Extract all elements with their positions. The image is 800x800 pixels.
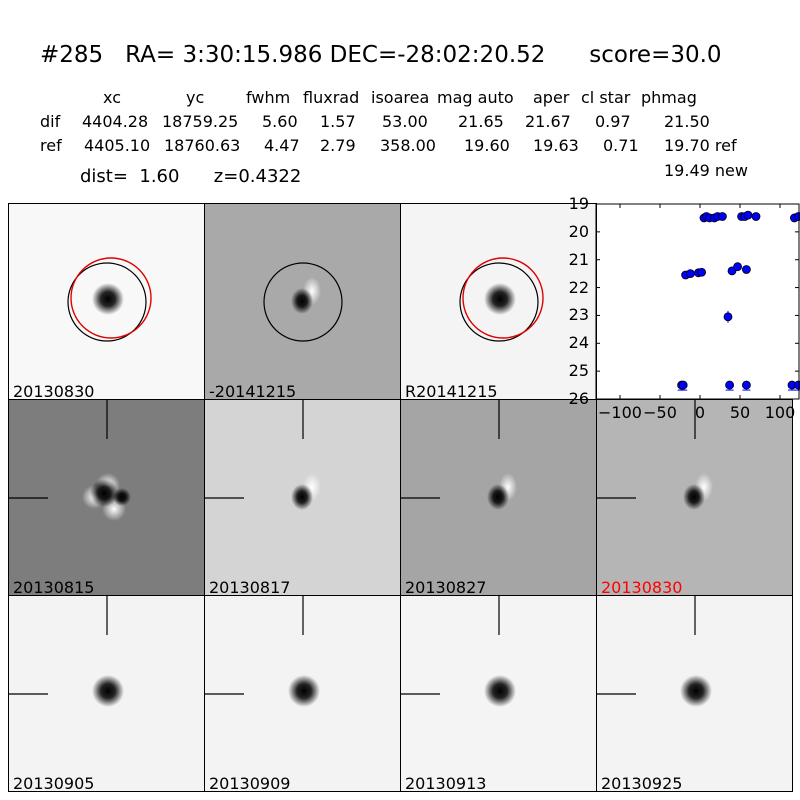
cutout-panel: 20130913 xyxy=(400,595,597,792)
table-cell: 19.63 xyxy=(533,136,579,155)
x-tick-label: −100 xyxy=(598,403,642,422)
y-tick-label: 25 xyxy=(568,361,589,381)
table-cell: 1.57 xyxy=(320,112,356,131)
page-title: #285 RA= 3:30:15.986 DEC=-28:02:20.52 sc… xyxy=(40,42,722,68)
panel-date-label: R20141215 xyxy=(405,382,498,400)
table-cell: 0.71 xyxy=(603,136,639,155)
cutout-panel: 20130830 xyxy=(8,203,205,400)
panel-date-label: 20130827 xyxy=(405,578,487,596)
dist-redshift-line: dist= 1.60 z=0.4322 xyxy=(80,166,302,187)
row-name: ref xyxy=(40,136,62,155)
panel-date-label: 20130913 xyxy=(405,774,487,792)
source-negative xyxy=(291,484,313,510)
source-blob xyxy=(92,283,124,315)
panel-date-label: 20130909 xyxy=(209,774,291,792)
plot-frame xyxy=(595,203,800,400)
x-tick-label: 0 xyxy=(694,403,706,422)
table-cell: 4405.10 xyxy=(84,136,151,155)
cutout-panel: R20141215 xyxy=(400,203,597,400)
x-tick-label: −50 xyxy=(643,403,677,422)
column-header: cl star xyxy=(581,88,631,107)
column-header: fluxrad xyxy=(303,88,360,107)
data-point xyxy=(686,269,695,279)
table-cell: 358.00 xyxy=(380,136,436,155)
cutout-panel: 20130815 xyxy=(8,399,205,596)
source-blob xyxy=(680,675,712,707)
table-cell: 21.50 xyxy=(664,112,710,131)
x-tick-label: 50 xyxy=(729,403,751,422)
column-header: xc xyxy=(103,88,121,107)
cutout-panel: 20130925 xyxy=(596,595,793,792)
cutout-panel: 20130817 xyxy=(204,399,401,596)
y-tick-label: 21 xyxy=(568,249,589,269)
cutout-panel: 20130909 xyxy=(204,595,401,792)
reference-circle xyxy=(462,257,544,339)
table-cell: 19.70 ref xyxy=(664,136,737,155)
data-point xyxy=(741,380,751,390)
column-header: isoarea xyxy=(371,88,430,107)
new-magnitude: 19.49 new xyxy=(664,161,748,180)
data-point xyxy=(751,212,761,221)
data-point xyxy=(697,267,706,277)
panel-date-label: 20130815 xyxy=(13,578,95,596)
data-point xyxy=(733,262,743,272)
panel-date-label: 20130830 xyxy=(601,578,683,596)
panel-date-label: 20130905 xyxy=(13,774,95,792)
column-header: fwhm xyxy=(246,88,291,107)
table-cell: 53.00 xyxy=(382,112,428,131)
cutout-panel: 20130827 xyxy=(400,399,597,596)
cutout-panel: 20130905 xyxy=(8,595,205,792)
panel-date-label: 20130817 xyxy=(209,578,291,596)
data-point xyxy=(678,380,688,390)
column-header: yc xyxy=(186,88,205,107)
table-cell: 4404.28 xyxy=(82,112,149,131)
data-point xyxy=(743,210,753,220)
light-curve-chart: 19 20 21 22 23 24 25 26 −100 −50 0 50 100 xyxy=(569,194,800,422)
aperture-circle xyxy=(263,262,343,342)
table-cell: 5.60 xyxy=(262,112,298,131)
source-negative xyxy=(683,484,705,510)
data-points xyxy=(677,210,800,391)
source-blob xyxy=(484,675,516,707)
aperture-circle xyxy=(67,262,147,342)
data-point xyxy=(723,312,733,322)
row-name: dif xyxy=(40,112,61,131)
source-negative xyxy=(291,288,313,314)
y-tick-label: 23 xyxy=(568,305,589,325)
table-cell: 21.67 xyxy=(525,112,571,131)
y-tick-label: 19 xyxy=(568,194,589,213)
table-cell: 19.60 xyxy=(464,136,510,155)
table-cell: 18760.63 xyxy=(164,136,241,155)
column-header: phmag xyxy=(641,88,697,107)
light-curve-svg xyxy=(595,203,800,400)
column-header: mag auto xyxy=(437,88,514,107)
data-point xyxy=(718,212,727,221)
table-cell: 0.97 xyxy=(595,112,631,131)
cutout-panel: 20130830 xyxy=(596,399,793,596)
source-blob xyxy=(288,675,320,707)
y-tick-label: 22 xyxy=(568,277,589,297)
table-cell: 21.65 xyxy=(458,112,504,131)
x-tick-label: 100 xyxy=(764,403,796,422)
panel-date-label: 20130830 xyxy=(13,382,95,400)
data-point xyxy=(725,380,735,390)
table-cell: 2.79 xyxy=(320,136,356,155)
y-tick-label: 20 xyxy=(568,221,589,241)
source-negative xyxy=(90,479,118,507)
reference-circle xyxy=(70,257,152,339)
table-cell: 18759.25 xyxy=(162,112,239,131)
y-tick-label: 24 xyxy=(568,333,589,353)
panel-date-label: 20130925 xyxy=(601,774,683,792)
source-blob xyxy=(92,675,124,707)
cutout-panel: -20141215 xyxy=(204,203,401,400)
y-tick-label: 26 xyxy=(568,389,589,408)
aperture-circle xyxy=(459,262,539,342)
column-header: aper xyxy=(533,88,570,107)
source-negative xyxy=(113,488,131,506)
source-negative xyxy=(487,484,509,510)
panel-date-label: -20141215 xyxy=(209,382,297,400)
table-cell: 4.47 xyxy=(264,136,300,155)
data-point xyxy=(741,265,751,274)
source-blob xyxy=(484,283,516,315)
